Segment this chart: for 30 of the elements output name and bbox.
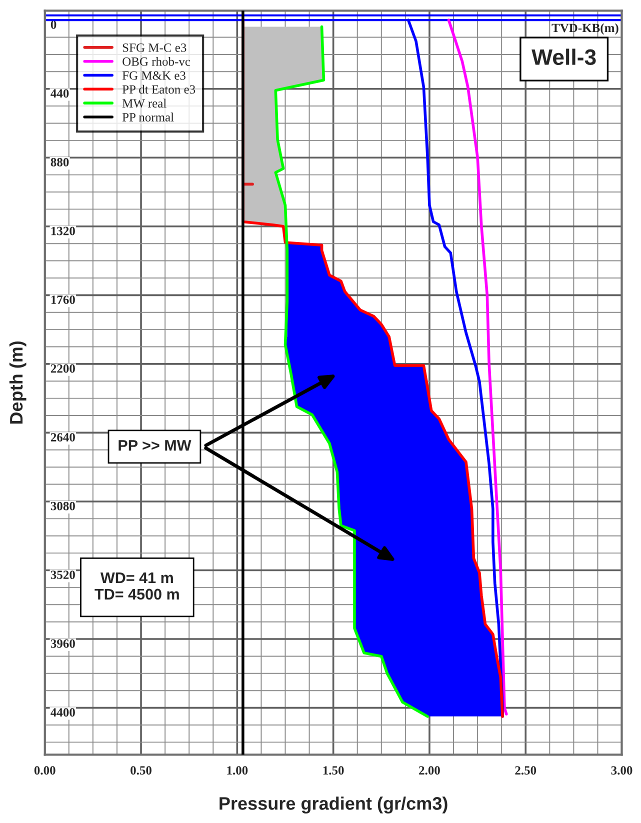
- annotation: Well-3: [532, 48, 596, 66]
- y-tick-label: 1320: [51, 226, 75, 236]
- annotation: TVD-KB(m): [552, 23, 618, 35]
- annotation: PP >> MW: [118, 440, 192, 451]
- legend-label: SFG M-C e3: [122, 44, 186, 52]
- x-tick-label: 3.00: [611, 766, 632, 775]
- x-tick-label: 2.50: [515, 766, 536, 775]
- legend-label: OBG rhob-vc: [122, 57, 190, 66]
- x-tick-label: 1.00: [227, 766, 248, 775]
- y-tick-label: 0: [50, 20, 56, 29]
- y-tick-label: 440: [50, 89, 69, 98]
- annotation: WD= 41 m TD= 4500 m: [94, 572, 179, 600]
- y-axis-title: Depth (m): [9, 341, 26, 424]
- y-tick-label: 3080: [50, 502, 75, 510]
- y-tick-label: 4400: [50, 708, 75, 717]
- y-tick-label: 3520: [50, 570, 75, 580]
- y-tick-label: 880: [50, 158, 69, 166]
- y-tick-label: 2640: [50, 433, 75, 442]
- legend-label: FG M&K e3: [122, 71, 186, 80]
- y-tick-label: 2200: [50, 364, 75, 373]
- x-tick-label: 0.00: [34, 766, 56, 775]
- x-tick-label: 0.50: [130, 766, 152, 775]
- legend-label: PP dt Eaton e3: [122, 84, 196, 94]
- legend-label: PP normal: [122, 112, 174, 122]
- x-axis-title: Pressure gradient (gr/cm3): [220, 796, 448, 814]
- x-tick-label: 2.00: [419, 766, 440, 775]
- y-tick-label: 3960: [50, 639, 75, 648]
- x-tick-label: 1.50: [323, 766, 344, 775]
- y-tick-label: 1760: [51, 296, 75, 304]
- legend-label: MW real: [122, 98, 166, 108]
